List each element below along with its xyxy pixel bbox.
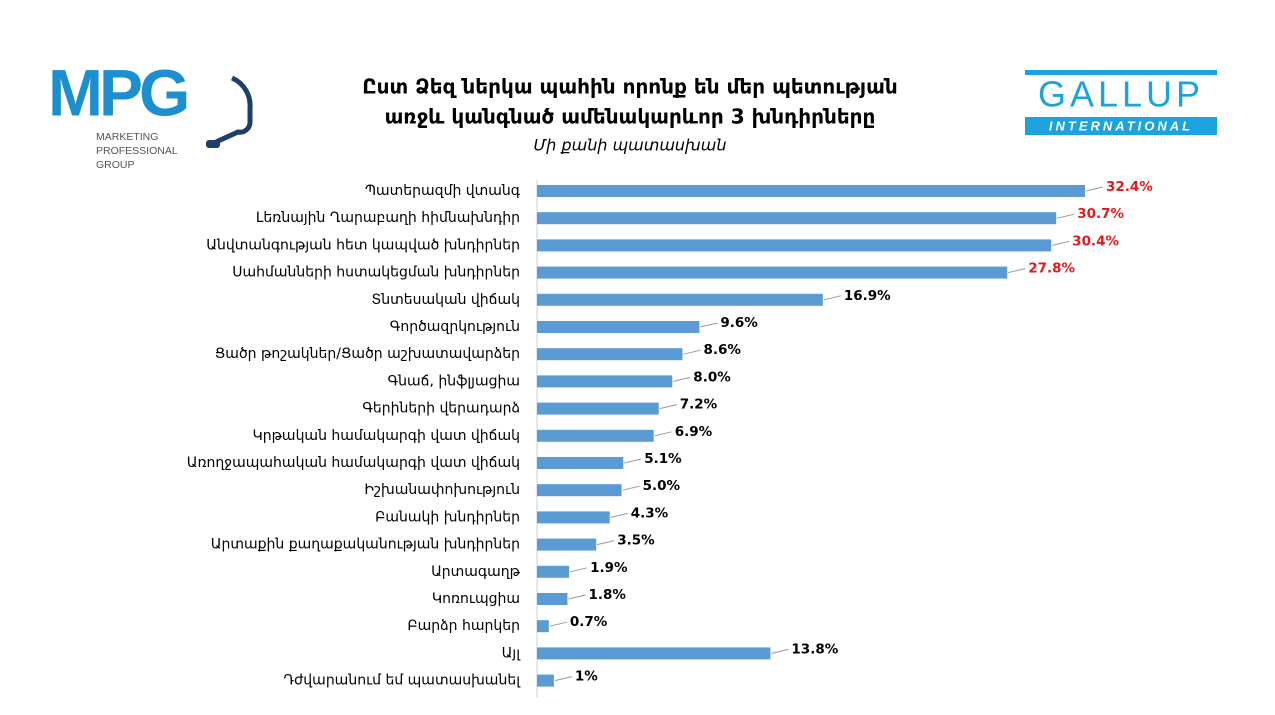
y-tick-label: Արտագաղթ bbox=[431, 564, 521, 580]
logo-band bbox=[1025, 117, 1217, 135]
bar bbox=[537, 321, 700, 333]
value-label: 32.4% bbox=[1106, 179, 1153, 195]
logo-line: MARKETING bbox=[96, 131, 158, 143]
value-label: 5.0% bbox=[643, 478, 681, 494]
y-tick-label: Դժվարանում եմ պատասխանել bbox=[284, 673, 522, 689]
y-tick-label: Գործազրկություն bbox=[390, 319, 520, 335]
value-label: 1.8% bbox=[588, 587, 626, 603]
y-tick-label: Լեռնային Ղարաբաղի հիմնախնդիր bbox=[256, 210, 520, 226]
bar bbox=[537, 402, 659, 415]
bar bbox=[537, 457, 624, 469]
bar bbox=[537, 293, 823, 306]
leader-line bbox=[823, 295, 841, 301]
bar bbox=[537, 620, 549, 633]
gallup-logo: GALLUP INTERNATIONAL bbox=[1025, 70, 1217, 135]
y-tick-label: Իշխանափոխություն bbox=[364, 482, 520, 498]
value-label: 3.5% bbox=[617, 533, 655, 549]
leader-line bbox=[554, 676, 573, 682]
leader-line bbox=[683, 349, 701, 355]
chart-subtitle: Մի քանի պատասխան bbox=[534, 136, 727, 155]
value-label: 13.8% bbox=[791, 641, 838, 657]
y-tick-label: Առողջապահական համակարգի վատ վիճակ bbox=[187, 455, 520, 471]
logo-mark: MPG bbox=[48, 55, 187, 129]
value-label: 1% bbox=[575, 669, 598, 685]
mpg-logo: MPG MARKETING PROFESSIONAL GROUP bbox=[48, 55, 253, 171]
bar bbox=[537, 484, 622, 497]
value-label: 5.1% bbox=[644, 451, 682, 467]
bar bbox=[537, 266, 1008, 279]
bar bbox=[537, 538, 597, 551]
value-label: 27.8% bbox=[1028, 261, 1075, 277]
value-label: 16.9% bbox=[844, 288, 891, 304]
leader-line bbox=[771, 648, 789, 654]
y-tick-label: Գերիների վերադարձ bbox=[362, 401, 520, 417]
y-tick-label: Անվտանգության հետ կապված խնդիրներ bbox=[206, 237, 520, 253]
value-label: 30.4% bbox=[1072, 233, 1119, 249]
leader-line bbox=[673, 376, 691, 382]
chart-title: առջև կանգնած ամենակարևոր 3 խնդիրները bbox=[385, 105, 876, 129]
bar bbox=[537, 185, 1085, 197]
value-label: 0.7% bbox=[570, 614, 608, 630]
bar bbox=[537, 593, 568, 605]
value-label: 7.2% bbox=[680, 397, 718, 413]
bar bbox=[537, 674, 554, 687]
y-tick-label: Պատերազմի վտանգ bbox=[365, 183, 521, 199]
bar bbox=[537, 429, 654, 442]
value-label: 4.3% bbox=[631, 505, 669, 521]
value-label: 6.9% bbox=[675, 424, 713, 440]
leader-line bbox=[597, 540, 615, 546]
leader-line bbox=[570, 567, 588, 573]
y-tick-label: Տնտեսական վիճակ bbox=[371, 292, 520, 308]
y-tick-label: Բանակի խնդիրներ bbox=[375, 509, 520, 525]
leader-line bbox=[1085, 186, 1104, 192]
logo-line: GROUP bbox=[96, 159, 135, 171]
leader-line bbox=[1008, 268, 1026, 274]
headset-mic bbox=[206, 140, 220, 148]
leader-line bbox=[659, 404, 677, 410]
y-tick-label: Այլ bbox=[502, 645, 522, 661]
y-tick-label: Արտաքին քաղաքականության խնդիրներ bbox=[211, 537, 520, 553]
logo-line: PROFESSIONAL bbox=[96, 145, 178, 157]
leader-line bbox=[1057, 213, 1075, 219]
value-label: 30.7% bbox=[1077, 206, 1124, 222]
y-tick-label: Բարձր հարկեր bbox=[407, 618, 520, 634]
leader-line bbox=[568, 594, 586, 600]
logo-sub: INTERNATIONAL bbox=[1049, 118, 1193, 133]
leader-line bbox=[622, 485, 640, 491]
bar bbox=[537, 511, 610, 524]
bar bbox=[537, 212, 1057, 225]
leader-line bbox=[549, 621, 567, 627]
bar bbox=[537, 348, 683, 361]
leader-line bbox=[654, 431, 672, 437]
logo-name: GALLUP bbox=[1038, 74, 1204, 115]
value-label: 8.0% bbox=[693, 369, 731, 385]
bar bbox=[537, 647, 771, 660]
y-tick-label: Սահմանների հստակեցման խնդիրներ bbox=[232, 265, 520, 281]
value-label: 8.6% bbox=[703, 342, 741, 358]
chart-title: Ըստ Ձեզ ներկա պահին որոնք են մեր պետությ… bbox=[362, 75, 897, 99]
logo-bar bbox=[1025, 70, 1217, 75]
y-tick-label: Ցածր թոշակներ/Ցածր աշխատավարձեր bbox=[215, 346, 520, 362]
leader-line bbox=[700, 322, 718, 328]
leader-line bbox=[624, 458, 642, 464]
y-tick-label: Գնաճ, ինֆլյացիա bbox=[388, 373, 520, 389]
value-label: 9.6% bbox=[720, 315, 758, 331]
value-label: 1.9% bbox=[590, 560, 628, 576]
headset bbox=[214, 75, 253, 145]
leader-line bbox=[1052, 240, 1070, 246]
y-tick-label: Կոռուպցիա bbox=[432, 591, 520, 607]
leader-line bbox=[610, 512, 628, 518]
bar bbox=[537, 375, 673, 388]
bar bbox=[537, 239, 1052, 252]
y-tick-label: Կրթական համակարգի վատ վիճակ bbox=[252, 428, 520, 444]
bar bbox=[537, 565, 570, 578]
